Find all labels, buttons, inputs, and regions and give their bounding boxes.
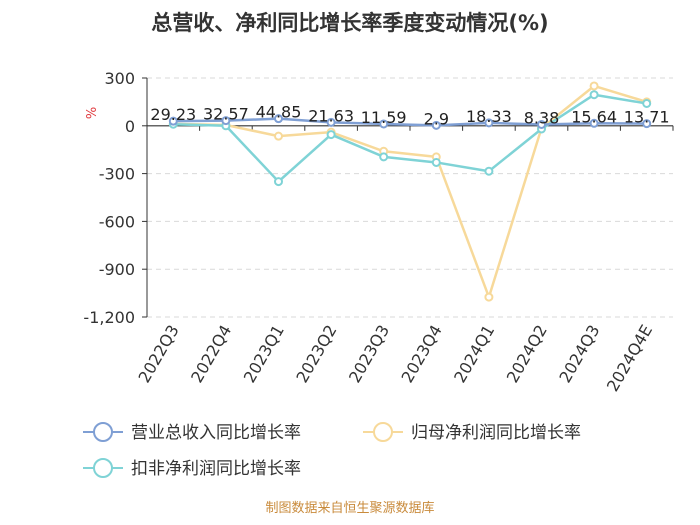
data-point-deducted (484, 166, 494, 176)
data-point-net-profit (589, 81, 599, 91)
x-tick-label: 2024Q1 (450, 322, 498, 386)
source-note: 制图数据来自恒生聚源数据库 (265, 500, 434, 516)
series-line-deducted (173, 93, 647, 183)
data-label: 29.23 (150, 105, 196, 124)
data-point-net-profit (484, 292, 494, 302)
data-point-revenue (274, 114, 283, 124)
series-lines (168, 81, 652, 302)
series-line-revenue (173, 117, 647, 127)
data-point-revenue (537, 119, 546, 129)
y-axis-unit-label: % (85, 107, 100, 119)
data-point-revenue (168, 116, 178, 126)
data-point-deducted (379, 152, 389, 162)
legend-net-profit-marker (373, 422, 393, 442)
data-point-deducted (431, 157, 441, 167)
x-tick-label: 2023Q4 (398, 322, 446, 386)
x-tick-label: 2022Q3 (135, 322, 183, 386)
data-point-revenue (379, 119, 389, 129)
legend-revenue-label: 营业总收入同比增长率 (131, 423, 301, 443)
x-tick-label: 2023Q1 (240, 322, 288, 386)
y-tick-label: -300 (99, 165, 135, 184)
data-label: 44.85 (256, 103, 302, 122)
legend-net-profit-label: 归母净利润同比增长率 (411, 423, 581, 443)
data-point-deducted (589, 90, 599, 100)
data-label: 8.38 (524, 108, 560, 127)
y-axis-ticks: 300 0 -300 -600 -900 -1,200 (83, 69, 135, 327)
data-point-revenue (326, 117, 336, 127)
data-point-revenue (589, 118, 599, 128)
data-label: 18.33 (466, 107, 512, 126)
y-tick-label: 300 (104, 69, 135, 88)
data-point-deducted (642, 98, 652, 108)
data-point-deducted (274, 177, 283, 187)
y-tick-label: -900 (99, 260, 135, 279)
series-line-net-profit (173, 84, 648, 299)
data-label: 11.59 (361, 108, 407, 127)
data-point-revenue (221, 116, 231, 126)
data-point-revenue (431, 120, 441, 130)
y-tick-label: -600 (99, 212, 135, 231)
data-label: 21.63 (308, 106, 354, 125)
data-point-revenue (642, 119, 652, 129)
legend-deducted-marker (93, 458, 113, 478)
legend-deducted-label: 扣非净利润同比增长率 (131, 459, 301, 479)
x-tick-label: 2024Q2 (503, 322, 551, 386)
data-label: 32.57 (203, 105, 249, 124)
x-tick-label: 2024Q4E (603, 322, 656, 395)
legend-revenue-marker (93, 422, 113, 442)
legend-item-deducted[interactable]: 扣非净利润同比增长率 (83, 458, 301, 479)
legend-item-revenue[interactable]: 营业总收入同比增长率 (83, 422, 301, 443)
y-tick-label: 0 (125, 117, 135, 136)
x-tick-label: 2023Q2 (292, 322, 340, 386)
x-tick-label: 2024Q3 (555, 322, 603, 386)
data-point-revenue (484, 118, 494, 128)
legend-item-net-profit[interactable]: 归母净利润同比增长率 (363, 422, 581, 443)
x-tick-label: 2023Q3 (345, 322, 393, 386)
x-tick-label: 2022Q4 (187, 322, 235, 386)
chart-title: 总营收、净利同比增长率季度变动情况(%) (151, 11, 548, 35)
data-label: 13.71 (624, 108, 670, 127)
y-tick-label: -1,200 (83, 308, 135, 327)
data-labels: 29.23 32.57 44.85 21.63 11.59 2.9 18.33 8.38 15.… (150, 103, 669, 129)
data-label: 15.64 (571, 107, 617, 126)
data-point-net-profit (274, 131, 283, 141)
legend: 营业总收入同比增长率 归母净利润同比增长率 扣非净利润同比增长率 (83, 422, 581, 479)
data-point-deducted (326, 130, 336, 140)
x-axis-ticks: 2022Q3 2022Q4 2023Q1 2023Q2 2023Q3 2023Q4 2024… (135, 322, 657, 395)
data-label: 2.9 (424, 109, 449, 128)
grid-lines (142, 77, 673, 318)
